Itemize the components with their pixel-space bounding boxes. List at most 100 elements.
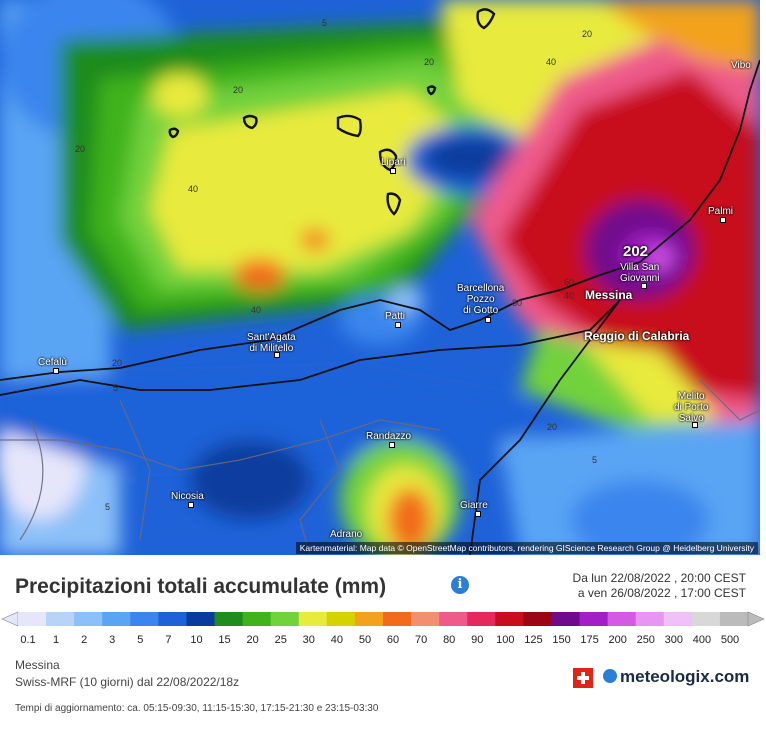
scale-swatch [719, 612, 749, 626]
city-marker [390, 168, 396, 174]
scale-tick-label: 2 [81, 634, 88, 646]
scale-swatch [18, 612, 47, 626]
scale-tick-label: 0.1 [20, 634, 36, 646]
color-scale [1, 611, 765, 627]
period-from: Da lun 22/08/2022 , 20:00 CEST [572, 571, 746, 585]
scale-swatch [691, 612, 721, 626]
scale-tick-label: 175 [580, 634, 599, 646]
scale-swatch [298, 612, 328, 626]
info-icon[interactable]: i [451, 576, 469, 594]
scale-tick-label: 20 [246, 634, 259, 646]
contour-label: 20 [547, 422, 558, 432]
contour-label: 80 [512, 298, 523, 308]
place-barcellona: Barcellona Pozzo di Gotto [457, 283, 505, 316]
scale-swatch [411, 612, 440, 626]
place-santagata: Sant'Agata di Militello [247, 332, 296, 354]
place-reggio: Reggio di Calabria [584, 329, 690, 343]
period-to: a ven 26/08/2022 , 17:00 CEST [577, 586, 746, 600]
scale-tick-label: 30 [302, 634, 315, 646]
city-marker [188, 502, 194, 508]
contour-label: 40 [546, 57, 557, 67]
scale-swatch [354, 612, 384, 626]
model-info: Messina Swiss-MRF (10 giorni) dal 22/08/… [15, 657, 239, 691]
scale-tick-label: 500 [720, 634, 740, 646]
map-attribution: Kartenmaterial: Map data © OpenStreetMap… [295, 542, 758, 554]
scale-swatch [635, 612, 665, 626]
city-marker [274, 352, 280, 358]
scale-swatch [551, 612, 581, 626]
contour-label: 20 [233, 85, 244, 95]
scale-tick-label: 15 [218, 634, 231, 646]
scale-swatch [495, 612, 524, 626]
contour-label: 20 [582, 29, 593, 39]
scale-tick-label: 7 [165, 634, 172, 646]
scale-swatch [102, 612, 131, 626]
scale-tick-label: 50 [358, 634, 372, 646]
scale-tick-label: 1 [53, 634, 60, 646]
scale-swatch [214, 612, 244, 626]
city-marker [475, 511, 481, 517]
precipitation-map[interactable]: Vibo Lipari Palmi Villa San Giovanni Bar… [0, 0, 760, 555]
legend-panel: Precipitazioni totali accumulate (mm) i … [0, 555, 766, 746]
place-palmi: Palmi [708, 206, 734, 217]
brand-logo[interactable]: meteologix.com [603, 667, 749, 687]
contour-label: 40 [251, 305, 262, 315]
place-nicosia: Nicosia [171, 491, 204, 502]
scale-tick-label: 10 [190, 634, 203, 646]
scale-swatch [467, 612, 496, 626]
scale-swatch [186, 612, 216, 626]
swiss-flag-icon [573, 668, 593, 688]
scale-swatch [663, 612, 693, 626]
scale-swatch [74, 612, 103, 626]
update-times: Tempi di aggiornamento: ca. 05:15-09:30,… [15, 703, 379, 714]
meteologix-logo-icon [603, 669, 617, 683]
place-adrano: Adrano [330, 529, 363, 540]
scale-tick-label: 400 [692, 634, 712, 646]
map-canvas [0, 0, 760, 555]
scale-tick-label: 70 [414, 634, 428, 646]
place-vibo: Vibo [731, 60, 751, 71]
max-precipitation-value: 202 [623, 243, 649, 260]
place-lipari: Lipari [381, 157, 406, 168]
scale-tick-label: 300 [664, 634, 684, 646]
scale-tick-label: 3 [109, 634, 116, 646]
city-marker [720, 217, 726, 223]
scale-tick-label: 200 [608, 634, 627, 646]
scale-tick-label: 80 [443, 634, 456, 646]
city-marker [641, 283, 647, 289]
contour-label: 5 [113, 383, 119, 393]
scale-tick-label: 250 [636, 634, 655, 646]
scale-swatch [579, 612, 609, 626]
contour-label: 20 [112, 358, 123, 368]
place-melito: Melito di Porto Salvo [674, 391, 709, 424]
scale-tick-label: 125 [524, 634, 543, 646]
scale-swatch [158, 612, 187, 626]
scale-swatch [270, 612, 300, 626]
contour-label: 40 [564, 291, 575, 301]
contour-label: 5 [592, 455, 598, 465]
scale-swatch [130, 612, 159, 626]
scale-swatch [523, 612, 552, 626]
contour-label: 5 [322, 18, 328, 28]
scale-swatch [326, 612, 356, 626]
scale-tick-label: 150 [552, 634, 571, 646]
scale-swatch [46, 612, 75, 626]
city-marker [485, 317, 491, 323]
scale-ticks: 0.1 1 2 3 5 7 10 15 20 25 30 40 50 60 70 80 90 100 125 150 1… [0, 634, 766, 648]
place-villa-san-giovanni: Villa San Giovanni [620, 262, 660, 284]
city-marker [53, 368, 59, 374]
place-randazzo: Randazzo [366, 431, 412, 442]
contour-label: 60 [564, 277, 575, 287]
contour-label: 40 [188, 184, 199, 194]
scale-swatch [439, 612, 468, 626]
scale-swatch [383, 612, 412, 626]
model-run: Swiss-MRF (10 giorni) dal 22/08/2022/18z [15, 675, 240, 689]
place-giarre: Giarre [460, 500, 488, 511]
city-marker [389, 442, 395, 448]
brand-name: meteologix.com [620, 667, 750, 686]
contour-label: 20 [424, 57, 435, 67]
scale-tick-label: 25 [274, 634, 287, 646]
scale-arrow-right [747, 611, 765, 627]
place-patti: Patti [385, 311, 406, 322]
city-marker [692, 422, 698, 428]
